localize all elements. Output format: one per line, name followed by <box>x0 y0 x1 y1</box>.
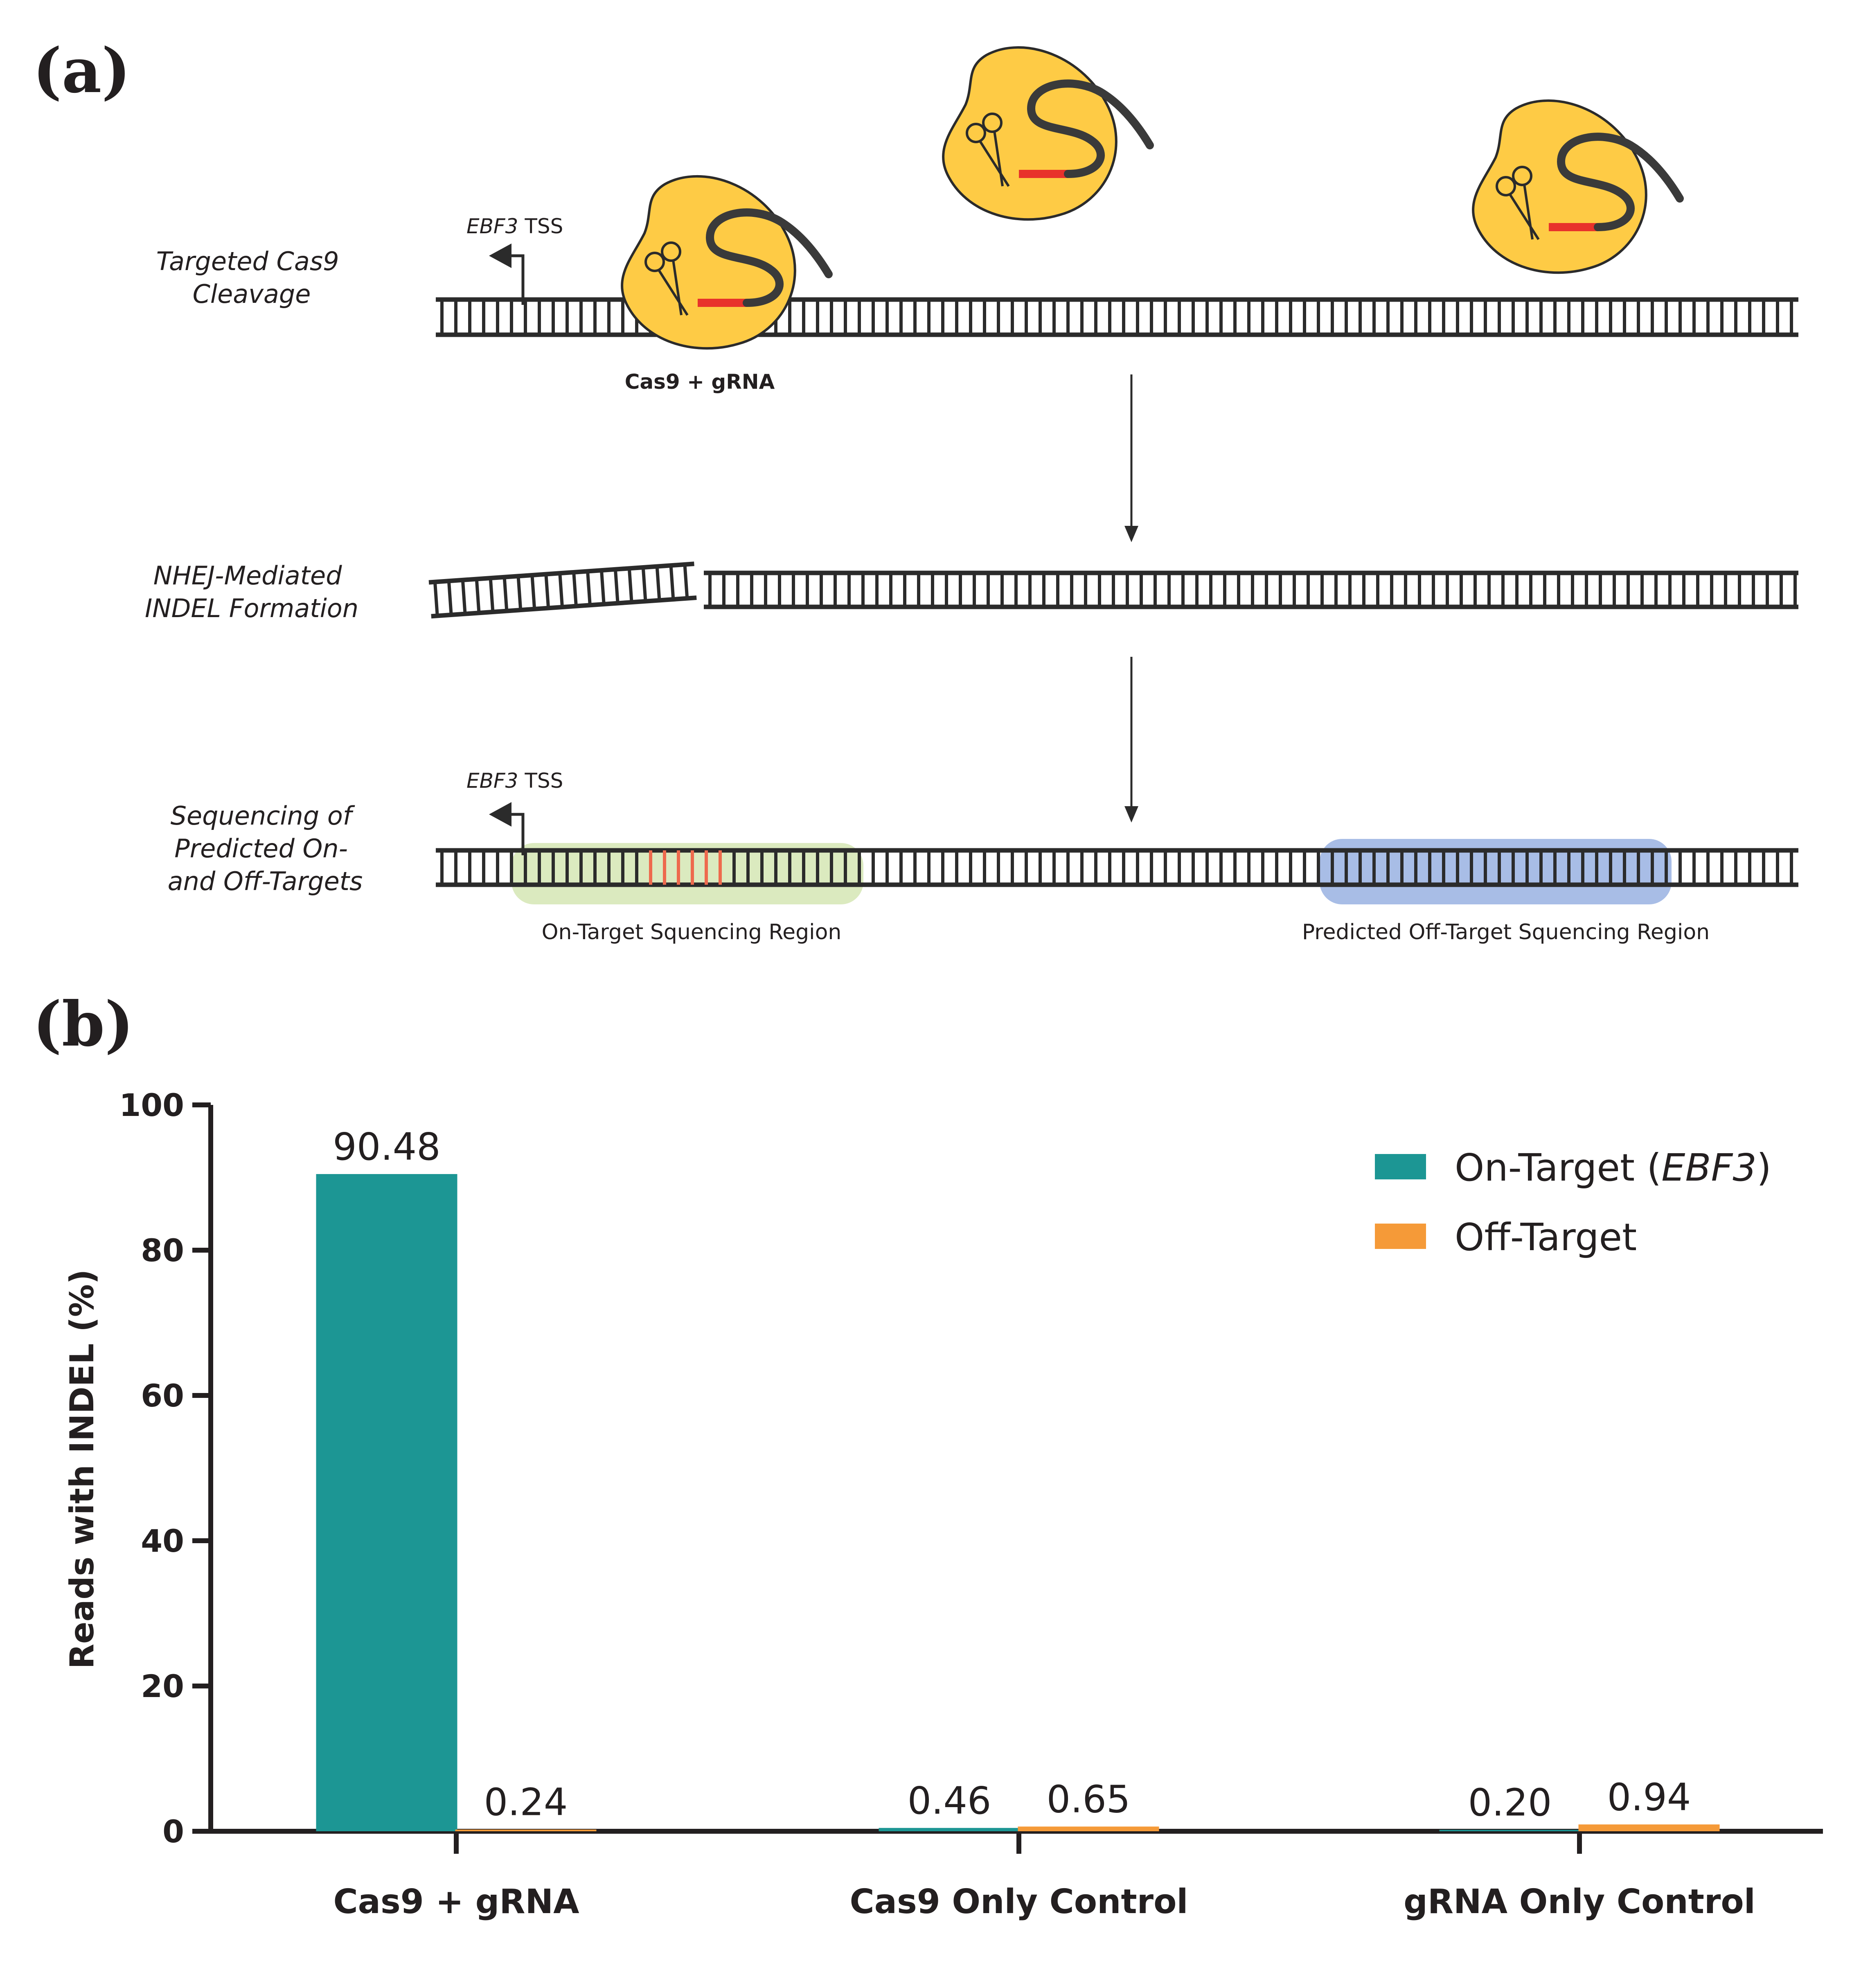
data-label: 0.46 <box>908 1779 991 1823</box>
tss-suffix-bottom: TSS <box>518 769 563 793</box>
bar-on-target <box>1439 1830 1581 1831</box>
dna-rung <box>572 572 578 606</box>
data-label: 0.65 <box>1047 1777 1131 1821</box>
tss-marker-top: EBF3 TSS <box>466 214 563 305</box>
y-tick-label: 100 <box>119 1087 184 1123</box>
dna-strand-nhej-right <box>704 570 1798 609</box>
process-arrow-1 <box>1124 374 1138 542</box>
legend: On-Target (EBF3) Off-Target <box>1375 1146 1771 1259</box>
tss-label-bottom: EBF3 TSS <box>466 769 563 793</box>
legend-on-target-name: On-Target <box>1455 1146 1635 1190</box>
panel-a-label: (a) <box>33 35 131 107</box>
cas9-label: Cas9 + gRNA <box>625 370 775 394</box>
y-tick-label: 20 <box>141 1668 184 1704</box>
tss-arrowhead-icon <box>489 802 511 827</box>
dna-backbone <box>431 595 697 619</box>
tss-gene-top: EBF3 <box>466 214 518 238</box>
dna-rung <box>599 570 606 604</box>
dna-rung <box>447 581 453 615</box>
y-tick-label: 40 <box>141 1523 184 1559</box>
dna-rung <box>558 573 564 607</box>
data-label: 90.48 <box>333 1125 440 1169</box>
dna-rung <box>489 578 495 612</box>
dna-rung <box>586 571 592 606</box>
bar-off-target <box>1578 1824 1720 1831</box>
bar-on-target <box>879 1828 1020 1831</box>
tss-arrowhead-icon <box>489 243 511 268</box>
dna-rung <box>627 568 633 602</box>
dna-rung <box>669 565 675 600</box>
legend-label-off-target: Off-Target <box>1455 1215 1637 1259</box>
arrow-down-icon <box>1124 806 1138 823</box>
dna-rung <box>502 577 509 611</box>
data-label: 0.24 <box>484 1781 568 1824</box>
step-label-cleavage-line1: Targeted Cas9 <box>156 246 339 276</box>
dna-strand-nhej-left-fragment <box>428 561 697 619</box>
y-tick-label: 0 <box>162 1813 184 1850</box>
x-category-label: Cas9 Only Control <box>849 1882 1188 1921</box>
tss-marker-bottom: EBF3 TSS <box>466 769 563 855</box>
legend-label-on-target: On-Target (EBF3) <box>1455 1146 1771 1190</box>
step-label-cleavage: Targeted Cas9 Cleavage <box>156 246 347 309</box>
dna-rung <box>433 582 439 616</box>
dna-rung <box>655 566 661 601</box>
step-label-sequencing-line2: Predicted On- <box>174 834 348 863</box>
data-label: 0.94 <box>1607 1775 1691 1819</box>
on-target-region-label: On-Target Squencing Region <box>542 920 842 944</box>
bar-chart: 0 20 40 60 80 100 Cas9 + gRNA 90.48 0.24 Cas9 Onl… <box>119 1087 1823 1921</box>
dna-rung <box>641 567 647 602</box>
step-label-sequencing: Sequencing of Predicted On- and Off-Targ… <box>168 801 363 896</box>
y-tick-label: 80 <box>141 1232 184 1269</box>
x-category-label: gRNA Only Control <box>1404 1882 1755 1921</box>
tss-suffix-top: TSS <box>518 214 563 238</box>
tss-gene-bottom: EBF3 <box>466 769 518 793</box>
panel-b-label: (b) <box>33 988 134 1060</box>
bar-off-target <box>455 1829 597 1831</box>
step-label-nhej-line2: INDEL Formation <box>145 593 358 623</box>
step-label-cleavage-line2: Cleavage <box>193 279 311 309</box>
dna-rung <box>683 564 689 599</box>
panel-a: (a) Targeted Cas9 Cleavage NHEJ-Mediated… <box>33 35 1798 944</box>
y-tick-label: 60 <box>141 1377 184 1414</box>
arrow-down-icon <box>1124 526 1138 542</box>
legend-on-target-gene: EBF3 <box>1661 1146 1757 1190</box>
dna-rung <box>613 569 620 604</box>
bar-on-target <box>316 1174 457 1831</box>
data-label: 0.20 <box>1468 1781 1552 1824</box>
cas9-complex-free-icon <box>1473 101 1680 273</box>
dna-rung <box>516 576 523 610</box>
step-label-nhej: NHEJ-Mediated INDEL Formation <box>145 561 358 623</box>
legend-swatch-off-target <box>1375 1224 1426 1249</box>
step-label-sequencing-line3: and Off-Targets <box>168 866 363 896</box>
dna-rung <box>461 580 467 614</box>
cas9-complex-bound-icon <box>622 176 829 348</box>
dna-rung <box>544 574 550 609</box>
dna-strand-sequencing <box>436 848 1798 887</box>
bar-off-target <box>1018 1826 1159 1831</box>
cas9-complex-free-icon <box>943 47 1150 219</box>
tss-label-top: EBF3 TSS <box>466 214 563 238</box>
y-axis-label: Reads with INDEL (%) <box>63 1269 101 1669</box>
dna-rung <box>475 579 481 613</box>
step-label-nhej-line1: NHEJ-Mediated <box>153 561 342 591</box>
off-target-region-label: Predicted Off-Target Squencing Region <box>1302 920 1710 944</box>
panel-b: (b) Reads with INDEL (%) 0 20 40 60 80 100 Cas… <box>33 988 1823 1921</box>
step-label-sequencing-line1: Sequencing of <box>171 801 355 831</box>
dna-rung <box>530 575 536 609</box>
process-arrow-2 <box>1124 657 1138 823</box>
legend-swatch-on-target <box>1375 1154 1426 1179</box>
x-category-label: Cas9 + gRNA <box>333 1882 579 1921</box>
